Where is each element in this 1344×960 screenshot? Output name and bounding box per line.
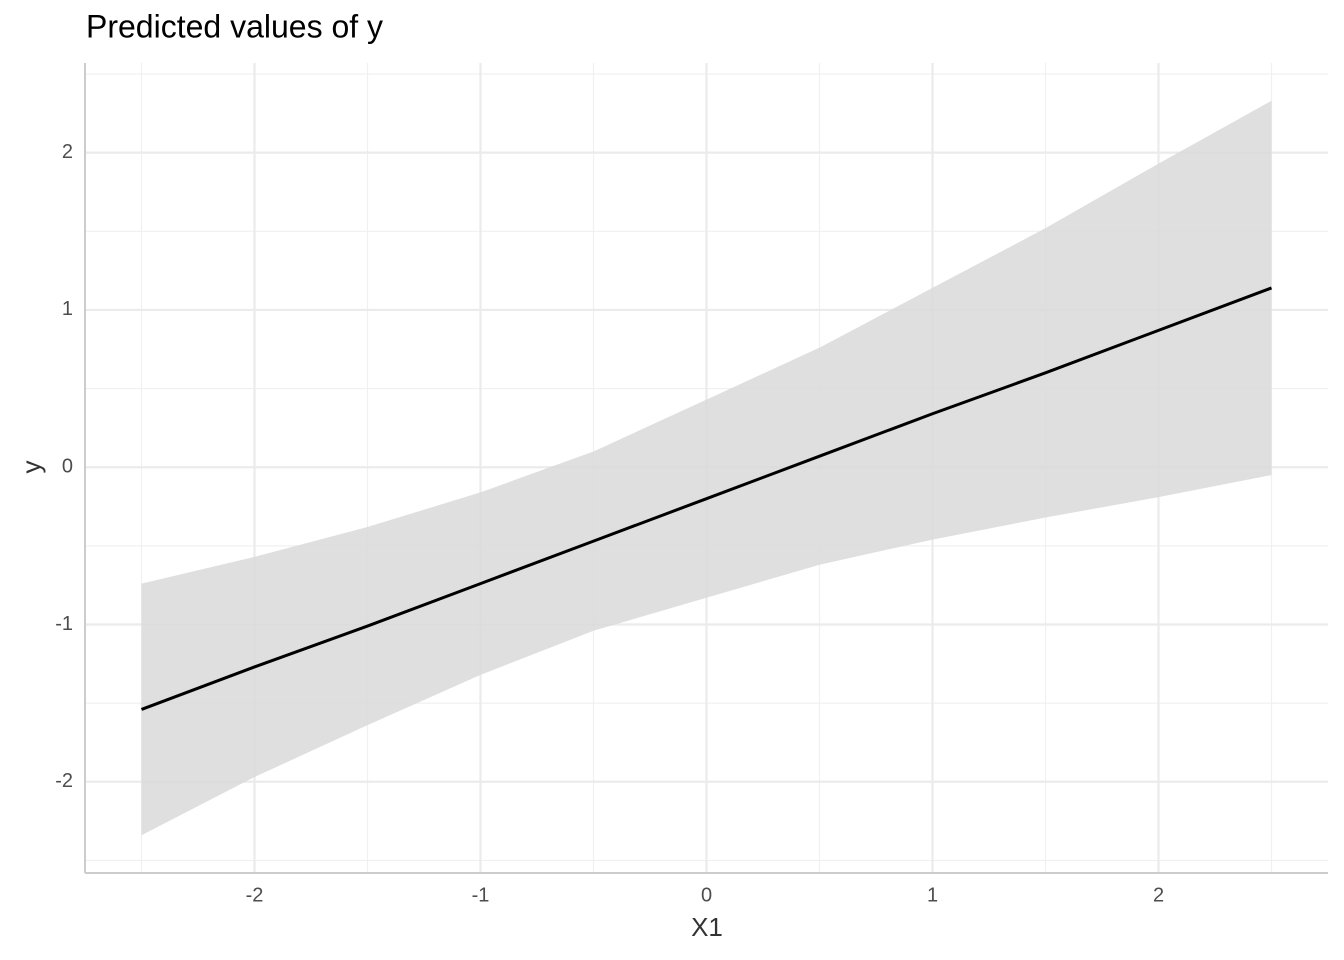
x-tick-label: -2 (246, 884, 264, 906)
y-tick-label: 0 (62, 455, 73, 477)
x-axis-title: X1 (691, 912, 723, 942)
y-tick-label: 1 (62, 298, 73, 320)
y-axis-title: y (16, 461, 46, 474)
x-tick-label: -1 (472, 884, 490, 906)
x-tick-label: 0 (701, 884, 712, 906)
y-tick-label: -1 (55, 613, 73, 635)
line (140, 286, 1273, 711)
x-tick-label: 2 (1153, 884, 1164, 906)
x-tick-label: 1 (927, 884, 938, 906)
confidence-band (141, 100, 1272, 836)
y-tick-label: 2 (62, 141, 73, 163)
y-tick-label: -2 (55, 770, 73, 792)
chart-title: Predicted values of y (86, 8, 383, 44)
